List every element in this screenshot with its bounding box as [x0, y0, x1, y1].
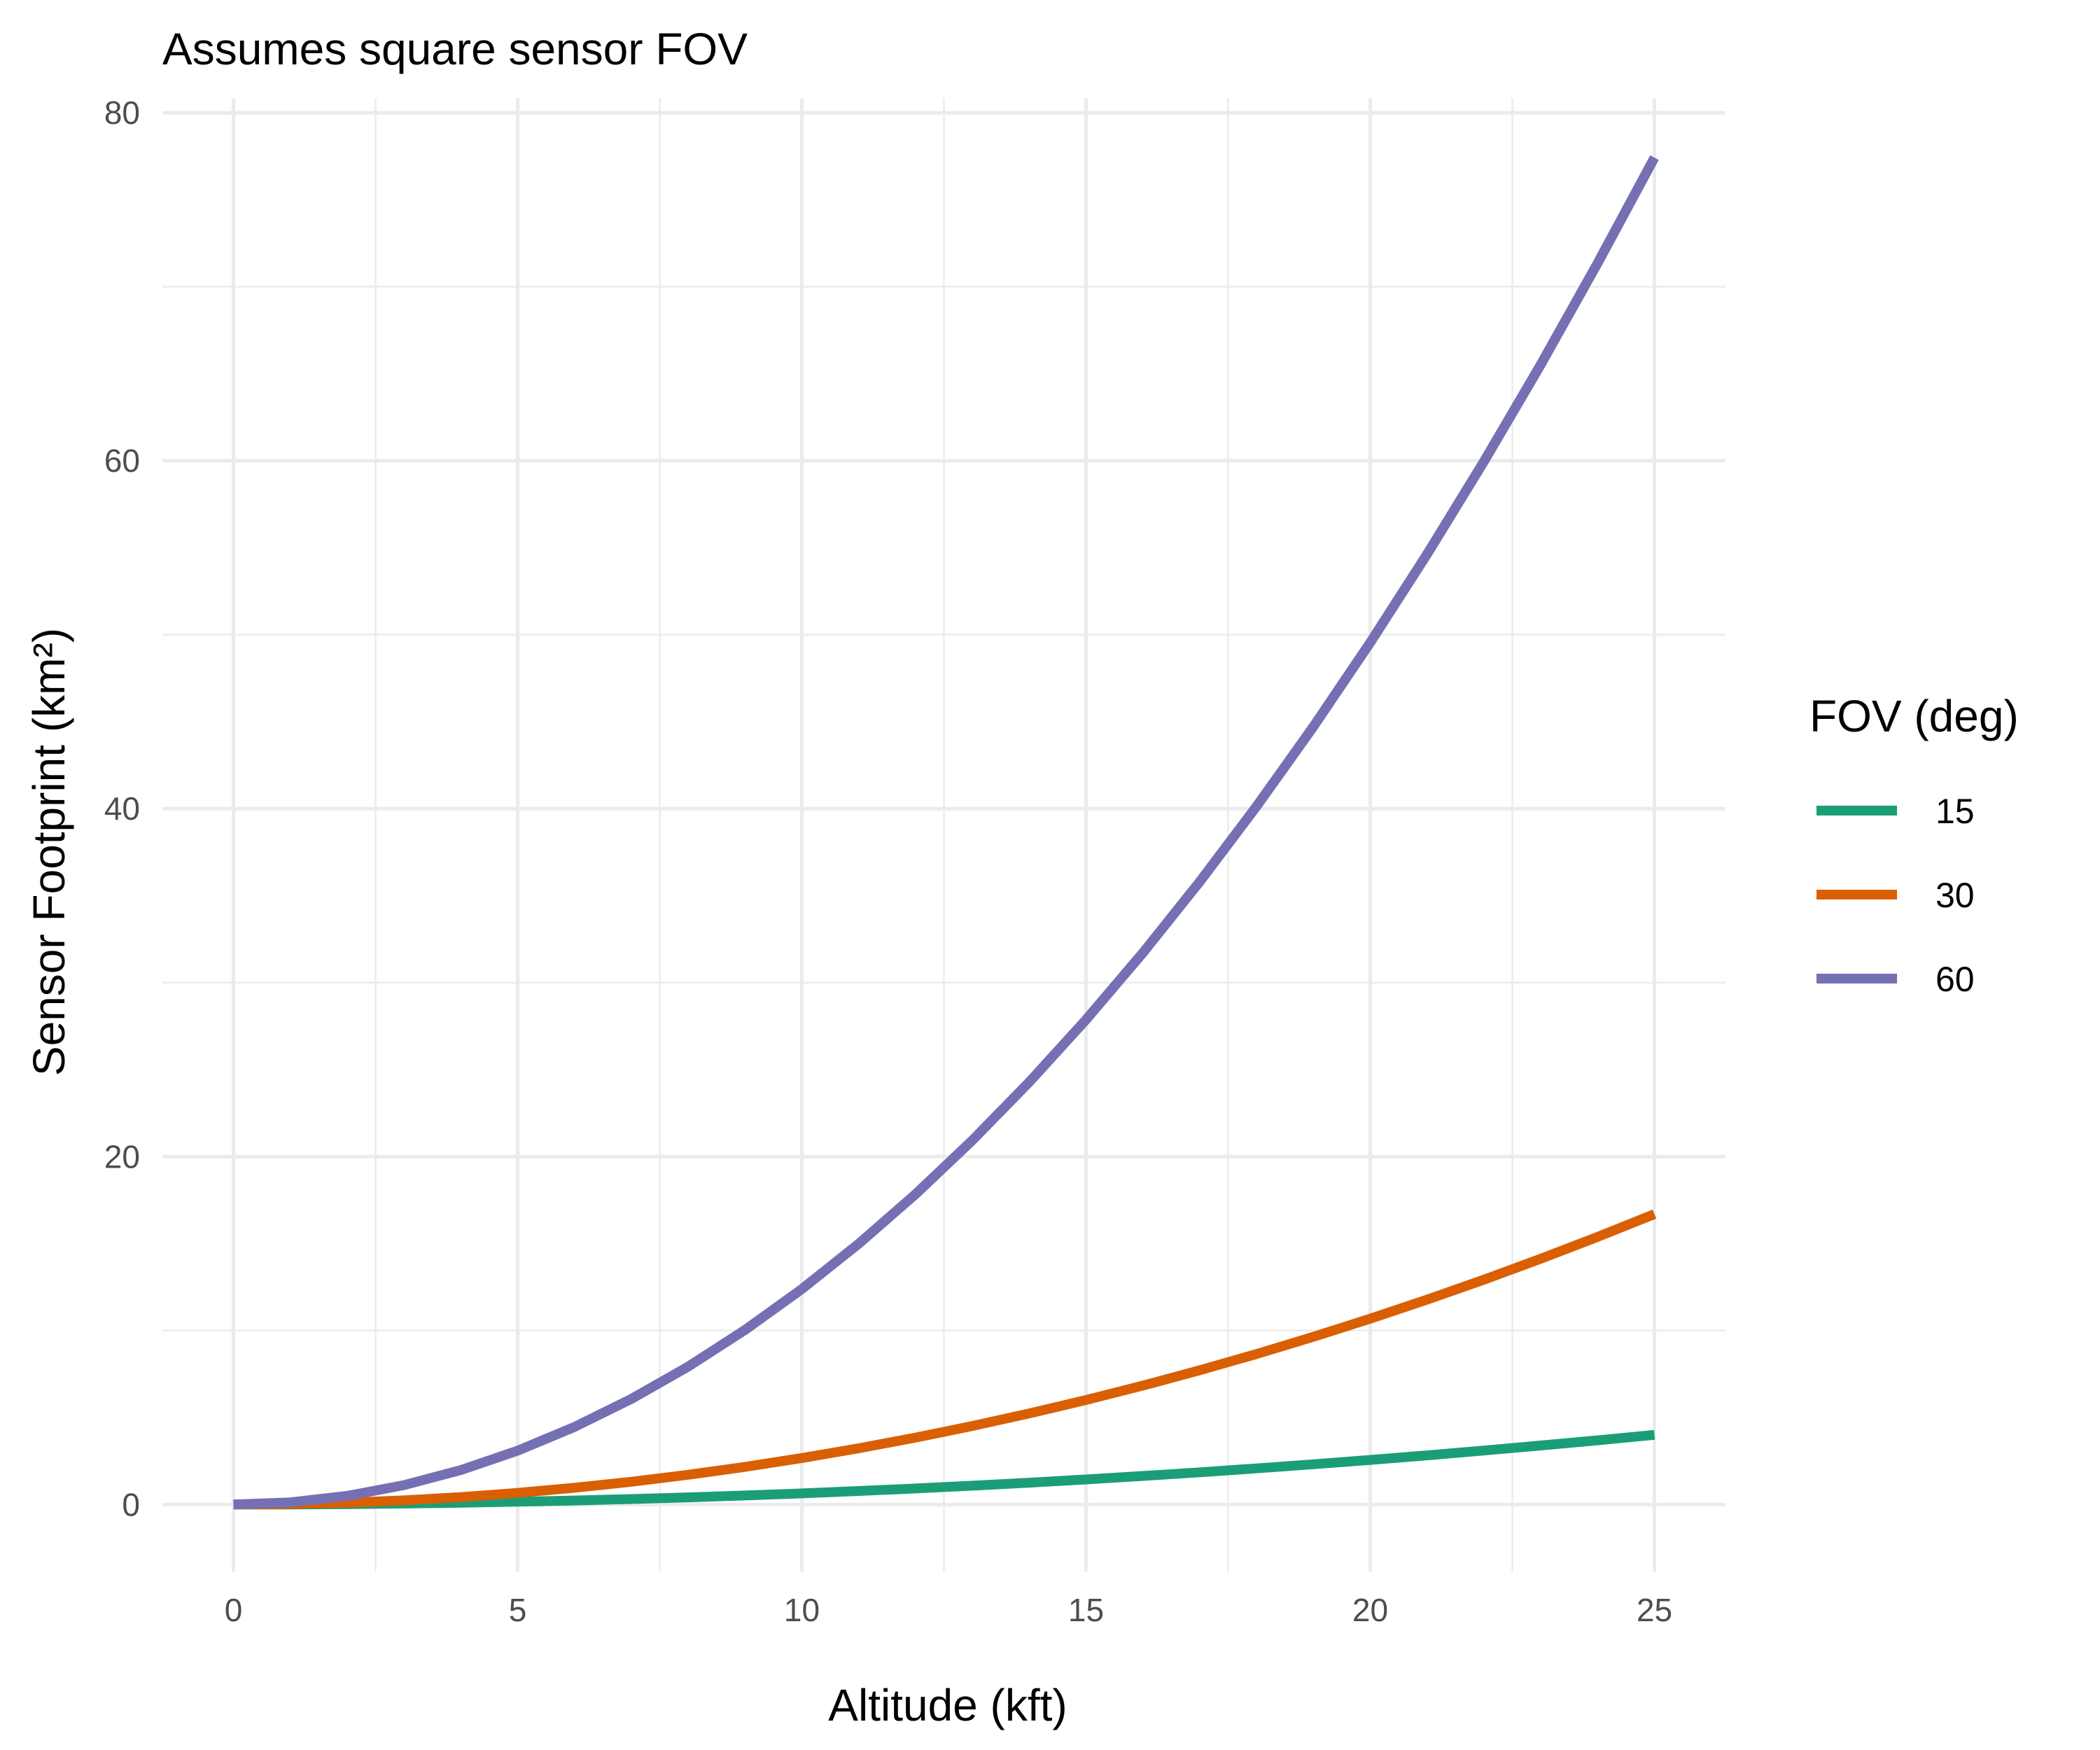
legend-label: 15: [1935, 792, 1975, 831]
legend-item-15: 15: [1816, 792, 1975, 831]
series-line-fov-15: [233, 1429, 1656, 1510]
legend-label: 60: [1935, 960, 1975, 999]
chart-title: Assumes square sensor FOV: [162, 24, 748, 74]
y-tick-label: 40: [104, 790, 140, 827]
legend-item-60: 60: [1816, 960, 1975, 999]
y-axis-tick-labels: 0 20 40 60 80: [104, 94, 140, 1522]
x-tick-label: 10: [784, 1592, 820, 1628]
series-lines: [233, 155, 1659, 1510]
legend-title: FOV (deg): [1809, 691, 2019, 741]
x-tick-label: 0: [225, 1592, 243, 1628]
series-line-fov-60: [233, 155, 1659, 1510]
y-axis-title: Sensor Footprint (km²): [24, 628, 74, 1076]
x-tick-label: 20: [1352, 1592, 1388, 1628]
legend-items: 15 30 60: [1816, 792, 1975, 999]
x-tick-label: 5: [509, 1592, 527, 1628]
y-tick-label: 20: [104, 1138, 140, 1175]
y-tick-label: 0: [122, 1486, 140, 1522]
x-axis-tick-labels: 0 5 10 15 20 25: [225, 1592, 1672, 1628]
grid-lines: [162, 98, 1726, 1572]
y-tick-label: 80: [104, 94, 140, 131]
x-tick-label: 15: [1068, 1592, 1104, 1628]
legend-item-30: 30: [1816, 876, 1975, 915]
legend: FOV (deg) 15 30 60: [1809, 691, 2019, 999]
x-tick-label: 25: [1637, 1592, 1672, 1628]
series-line-fov-30: [233, 1210, 1657, 1510]
x-axis-title: Altitude (kft): [828, 1680, 1067, 1730]
y-tick-label: 60: [104, 442, 140, 479]
legend-label: 30: [1935, 876, 1975, 915]
